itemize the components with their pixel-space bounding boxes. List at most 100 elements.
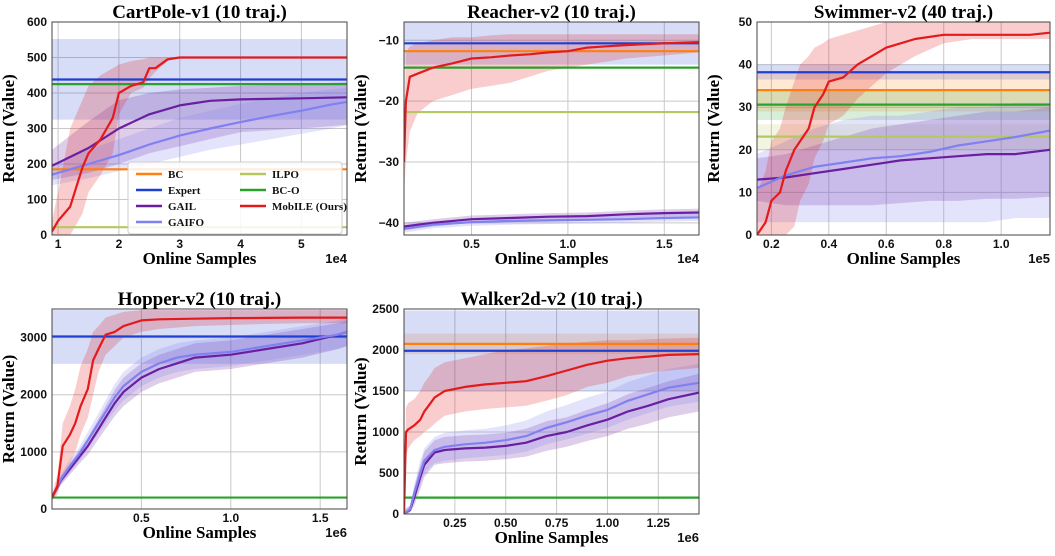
x-tick-label: 1.00 (596, 516, 620, 530)
line-gaifo (52, 100, 347, 176)
line-mobile-ours (52, 316, 347, 499)
chart-hopper-v2-10-traj: 0.5 1.0 1.5 0 1000 2000 3000 Hopper-v2 (10 traj… (0, 289, 348, 542)
band-gail (404, 373, 699, 514)
band-mobile-ours (404, 34, 699, 193)
band-mobile-ours (404, 337, 699, 514)
x-tick-label: 0.5 (133, 511, 150, 525)
y-tick-label: −30 (379, 155, 400, 169)
y-tick-label: 2000 (372, 343, 399, 357)
y-tick-label: 1000 (20, 445, 47, 459)
band-mobile-ours (757, 22, 1050, 235)
x-tick-label: 0.2 (763, 237, 780, 251)
y-tick-label: −10 (379, 33, 400, 47)
legend-label-ilpo: ILPO (272, 169, 299, 181)
legend-label-gail: GAIL (168, 201, 196, 213)
x-tick-label: 0.8 (935, 237, 952, 251)
y-tick-label: 100 (27, 193, 47, 207)
chart-swimmer-v2-40-traj: 0.2 0.4 0.6 0.8 1.0 0 10 20 30 40 50 Swimmer-v2 (40… (704, 2, 1051, 268)
plot-content (404, 310, 699, 514)
x-tick-label: 5 (298, 237, 305, 251)
plot-content (757, 22, 1050, 235)
line-gail (757, 148, 1050, 181)
y-axis-label: Return (Value) (0, 74, 18, 182)
x-tick-label: 1.0 (222, 511, 239, 525)
y-axis-label: Return (Value) (351, 357, 370, 465)
x-axis-label: Online Samples (847, 249, 961, 268)
chart-cartpole-v1-10-traj: 1 2 3 4 5 0 100 200 300 400 500 600 CartPole-v1 (10 … (0, 2, 348, 268)
y-axis-label: Return (Value) (0, 355, 18, 463)
y-tick-label: 0 (745, 228, 752, 242)
line-mobile-ours (404, 353, 699, 514)
y-tick-label: 300 (27, 122, 47, 136)
x-axis-multiplier: 1e6 (325, 525, 347, 540)
band-mobile-ours (52, 56, 347, 235)
legend-label-gaifo: GAIFO (168, 217, 205, 229)
y-tick-label: 1000 (372, 425, 399, 439)
x-tick-label: 1.25 (647, 516, 671, 530)
x-tick-label: 0.50 (494, 516, 518, 530)
y-tick-label: 2000 (20, 388, 47, 402)
plot-frame (756, 21, 1051, 236)
y-tick-label: 0 (392, 507, 399, 521)
y-tick-label: 600 (27, 15, 47, 29)
y-tick-label: 400 (27, 86, 47, 100)
x-axis-label: Online Samples (143, 249, 257, 268)
y-axis-label: Return (Value) (704, 74, 723, 182)
y-tick-label: 50 (739, 15, 753, 29)
line-mobile-ours (404, 41, 699, 163)
plot-content (404, 22, 699, 233)
chart-walker2d-v2-10-traj: 0.25 0.50 0.75 1.00 1.25 0 500 1000 1500 2000 2500… (351, 289, 700, 547)
plot-frame (51, 21, 348, 236)
band-gaifo (52, 87, 347, 186)
legend-box (127, 161, 343, 235)
y-tick-label: 2500 (372, 302, 399, 316)
x-tick-label: 0.5 (463, 237, 480, 251)
line-gail (404, 211, 699, 228)
x-tick-label: 2 (116, 237, 123, 251)
line-mobile-ours (757, 31, 1050, 235)
band-gaifo (757, 102, 1050, 223)
line-gaifo (404, 216, 699, 230)
x-tick-label: 0.6 (878, 237, 895, 251)
chart-title: Reacher-v2 (10 traj.) (467, 2, 636, 23)
legend-label-bc: BC (168, 169, 183, 181)
y-tick-label: −40 (379, 216, 400, 230)
y-tick-label: −20 (379, 94, 400, 108)
x-tick-label: 3 (176, 237, 183, 251)
x-axis-multiplier: 1e5 (1028, 251, 1050, 266)
x-tick-label: 0.25 (443, 516, 467, 530)
plot-frame (403, 21, 700, 236)
y-tick-label: 1500 (372, 384, 399, 398)
x-tick-label: 4 (237, 237, 244, 251)
line-gaifo (757, 129, 1050, 190)
y-tick-label: 500 (379, 466, 399, 480)
plot-frame (403, 308, 700, 515)
legend: BC Expert GAIL GAIFO ILPO BC-O MobILE (Ours) (127, 161, 347, 235)
legend-label-bc-o: BC-O (272, 185, 300, 197)
y-tick-label: 500 (27, 51, 47, 65)
x-axis-label: Online Samples (143, 523, 257, 542)
x-tick-label: 0.75 (545, 516, 569, 530)
x-tick-label: 1.5 (312, 511, 329, 525)
y-tick-label: 3000 (20, 331, 47, 345)
x-tick-label: 1 (55, 237, 62, 251)
chart-title: Swimmer-v2 (40 traj.) (814, 2, 993, 23)
line-gaifo (52, 330, 347, 499)
x-axis-label: Online Samples (495, 249, 609, 268)
x-tick-label: 1.5 (656, 237, 673, 251)
y-tick-label: 200 (27, 157, 47, 171)
line-mobile-ours (52, 56, 347, 232)
y-tick-label: 20 (739, 143, 753, 157)
y-tick-label: 10 (739, 185, 753, 199)
line-gail (52, 330, 347, 499)
chart-reacher-v2-10-traj: 0.5 1.0 1.5 −40 −30 −20 −10 Reacher-v2 (10 traj… (351, 2, 700, 268)
y-tick-label: 40 (739, 58, 753, 72)
y-tick-label: 0 (40, 228, 47, 242)
x-tick-label: 0.4 (820, 237, 837, 251)
y-tick-label: 0 (40, 502, 47, 516)
x-tick-label: 1.0 (560, 237, 577, 251)
legend-label-mobile-ours: MobILE (Ours) (272, 201, 347, 213)
legend-label-expert: Expert (168, 185, 201, 197)
y-tick-label: 30 (739, 100, 753, 114)
